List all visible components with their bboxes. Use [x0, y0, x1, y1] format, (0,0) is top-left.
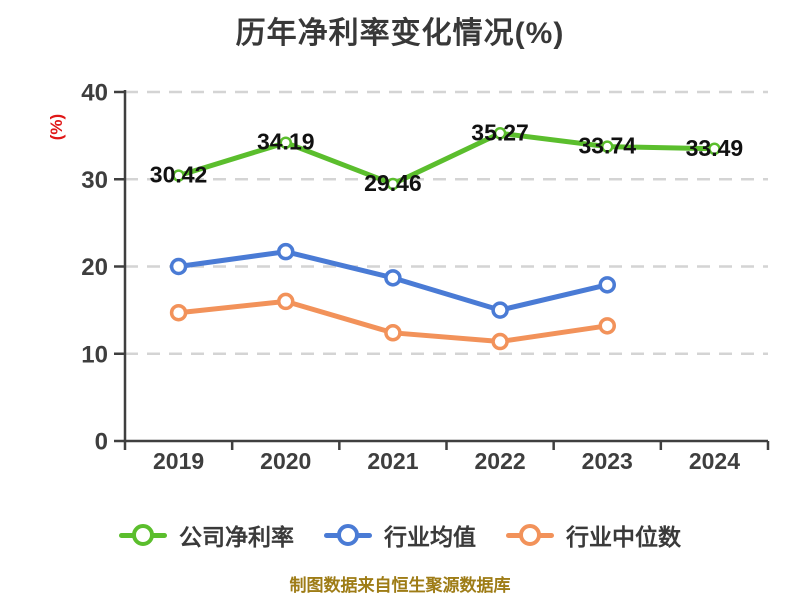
y-tick-label: 20	[81, 254, 108, 281]
data-point	[708, 142, 721, 156]
data-point	[491, 301, 509, 319]
data-point	[277, 292, 295, 311]
legend-label-industry-mean: 行业均值	[384, 524, 476, 550]
data-point	[598, 276, 616, 294]
data-point	[169, 257, 188, 276]
x-tick-label: 2019	[153, 448, 204, 474]
data-source-note: 制图数据来自恒生聚源数据库	[289, 576, 511, 595]
chart-title: 历年净利率变化情况(%)	[235, 17, 565, 50]
x-tick-label: 2021	[367, 448, 418, 474]
data-point-label: 33.74	[578, 133, 636, 159]
legend-label-industry-median: 行业中位数	[566, 524, 681, 550]
y-axis-unit-label: (%)	[47, 114, 66, 140]
y-tick-label: 0	[95, 429, 108, 456]
data-point-label: 29.46	[364, 170, 422, 196]
data-point	[384, 324, 402, 342]
y-tick-label: 10	[81, 341, 108, 368]
data-point	[277, 242, 295, 261]
data-point	[384, 269, 402, 287]
legend-marker-company-icon	[119, 522, 167, 548]
legend-item-company-net-margin[interactable]: 公司净利率	[119, 518, 294, 552]
data-point	[598, 317, 616, 335]
x-tick-label: 2020	[260, 448, 311, 474]
data-point	[169, 303, 188, 322]
data-point-label: 33.49	[686, 135, 744, 161]
data-point	[493, 127, 507, 140]
data-point	[279, 136, 292, 149]
legend-item-industry-mean[interactable]: 行业均值	[324, 518, 476, 552]
data-point-label: 35.27	[471, 119, 529, 145]
legend-marker-industry-mean-icon	[324, 522, 372, 548]
legend-item-industry-median[interactable]: 行业中位数	[506, 518, 681, 552]
series-line	[176, 130, 717, 187]
y-tick-label: 30	[81, 167, 108, 194]
x-tick-label: 2023	[582, 448, 633, 474]
x-tick-label: 2022	[474, 448, 525, 474]
data-point	[491, 332, 509, 351]
data-point	[601, 140, 614, 153]
data-point	[386, 177, 400, 191]
x-tick-label: 2024	[689, 448, 740, 474]
legend-marker-industry-median-icon	[506, 522, 554, 548]
data-point	[172, 169, 185, 182]
data-point-label: 30.42	[150, 162, 208, 188]
data-point-label: 34.19	[257, 129, 315, 155]
chart-legend: 公司净利率 行业均值 行业中位数	[0, 518, 800, 552]
y-tick-label: 40	[81, 80, 108, 107]
legend-label-company: 公司净利率	[179, 524, 294, 550]
